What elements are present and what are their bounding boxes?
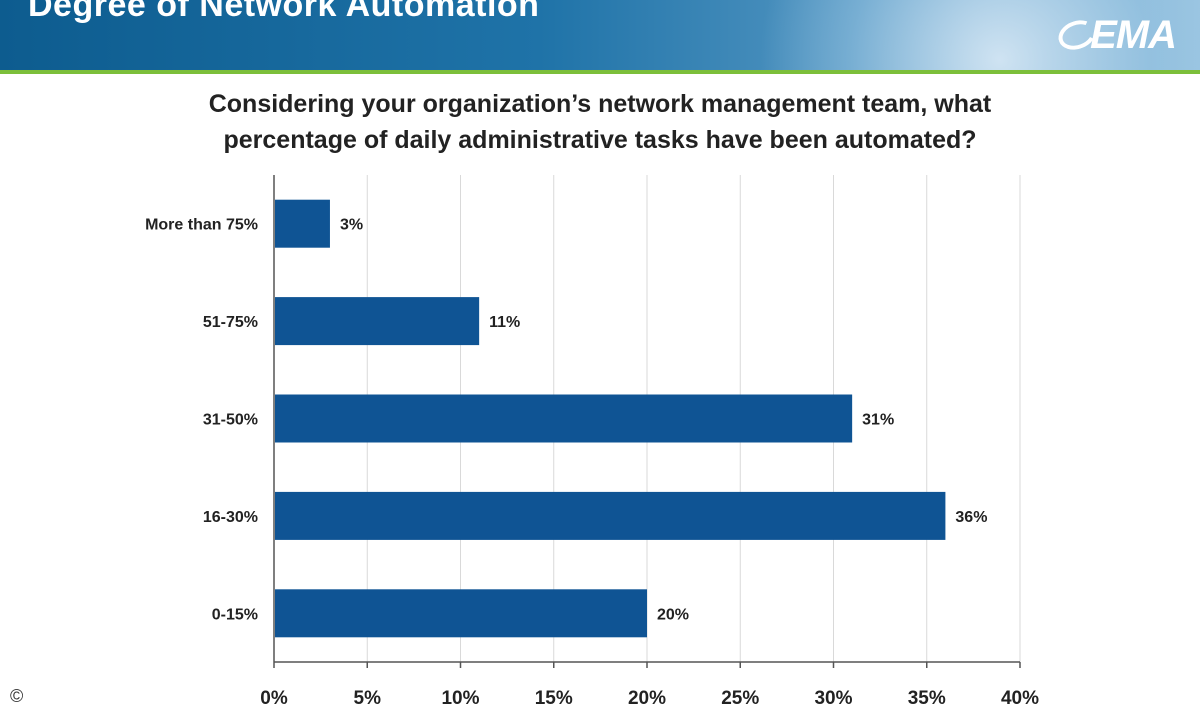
x-tick-label: 15%	[535, 688, 573, 709]
data-label: 20%	[657, 606, 689, 623]
x-tick-label: 20%	[628, 688, 666, 709]
bar	[275, 589, 647, 638]
header-stripe	[0, 70, 1200, 74]
logo-text: EMA	[1090, 12, 1177, 57]
category-label: 0-15%	[212, 606, 258, 623]
ema-logo: EMA	[1054, 12, 1177, 58]
bar	[275, 394, 853, 443]
header-banner: Degree of Network Automation EMA	[0, 0, 1200, 74]
copyright-symbol: ©	[10, 686, 24, 706]
bar	[275, 199, 330, 248]
data-label: 31%	[862, 412, 894, 429]
survey-question: Considering your organization’s network …	[0, 86, 1200, 158]
bar	[275, 297, 480, 346]
question-line-1: Considering your organization’s network …	[208, 90, 992, 118]
category-label: More than 75%	[145, 217, 258, 234]
x-tick-label: 10%	[441, 688, 479, 709]
x-tick-label: 40%	[1001, 688, 1039, 709]
data-label: 3%	[340, 217, 363, 234]
x-tick-label: 0%	[260, 688, 288, 709]
question-line-2: percentage of daily administrative tasks…	[223, 126, 977, 154]
x-tick-label: 5%	[354, 688, 382, 709]
x-tick-label: 25%	[721, 688, 759, 709]
data-label: 36%	[955, 509, 987, 526]
category-label: 16-30%	[203, 509, 258, 526]
slide-title: Degree of Network Automation	[28, 0, 540, 24]
bar	[275, 491, 946, 540]
data-label: 11%	[489, 314, 520, 331]
category-label: 31-50%	[203, 412, 258, 429]
category-label: 51-75%	[203, 314, 258, 331]
x-tick-label: 35%	[908, 688, 946, 709]
x-tick-label: 30%	[814, 688, 852, 709]
